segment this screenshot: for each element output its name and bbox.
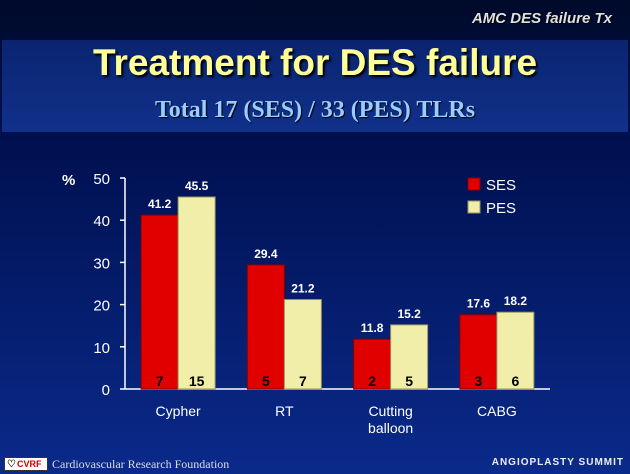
bar-pes	[496, 311, 535, 390]
bar-pes	[177, 196, 216, 390]
bar-count-label: 7	[299, 373, 307, 389]
bar-value-label: 11.8	[361, 321, 384, 335]
bar-value-label: 41.2	[148, 197, 172, 211]
logo-text: CVRF	[16, 459, 42, 469]
legend-swatch-pes	[467, 200, 481, 214]
bar-ses	[353, 338, 392, 390]
slide-subtitle: Total 17 (SES) / 33 (PES) TLRs	[154, 97, 476, 123]
y-tick-label: 50	[93, 171, 110, 188]
y-tick-label: 40	[93, 213, 110, 230]
y-tick-label: 0	[102, 382, 110, 399]
y-tick-label: 10	[93, 340, 110, 357]
bar-value-label: 17.6	[467, 297, 491, 311]
bar-pes	[390, 324, 429, 390]
slide-title: Treatment for DES failure	[92, 42, 538, 83]
footer-org: ♡ CVRF Cardiovascular Research Foundatio…	[4, 455, 229, 473]
x-tick-label: balloon	[368, 420, 413, 436]
title-band	[2, 40, 628, 132]
footer-summit: ANGIOPLASTY SUMMIT	[491, 457, 624, 468]
bar-value-label: 45.5	[185, 179, 209, 193]
bar-count-label: 2	[368, 373, 376, 389]
bar-ses	[246, 264, 285, 390]
footer-org-name: Cardiovascular Research Foundation	[52, 456, 230, 471]
y-tick-label: 30	[93, 255, 110, 272]
legend-swatch-ses	[467, 177, 481, 191]
corner-tag: AMC DES failure Tx	[471, 10, 612, 27]
bar-count-label: 5	[262, 373, 270, 389]
bar-pes	[283, 299, 322, 390]
y-tick-label: 20	[93, 298, 110, 315]
x-tick-label: CABG	[477, 403, 517, 419]
bar-count-label: 7	[156, 373, 164, 389]
bar-value-label: 21.2	[291, 282, 315, 296]
bar-count-label: 6	[511, 373, 519, 389]
bar-count-label: 3	[474, 373, 482, 389]
bar-ses	[140, 214, 179, 390]
legend-label-ses: SES	[486, 177, 516, 194]
x-tick-label: Cutting	[368, 403, 412, 419]
heart-icon: ♡	[7, 458, 16, 470]
y-axis-label: %	[62, 172, 75, 189]
x-tick-label: RT	[275, 403, 294, 419]
x-tick-label: Cypher	[156, 403, 201, 419]
cvrf-logo: ♡ CVRF	[4, 457, 48, 471]
bar-value-label: 15.2	[397, 307, 421, 321]
legend-label-pes: PES	[486, 200, 516, 217]
bar-ses	[459, 314, 498, 390]
bar-count-label: 5	[405, 373, 413, 389]
bar-value-label: 18.2	[504, 294, 528, 308]
bar-value-label: 29.4	[254, 247, 278, 261]
bar-count-label: 15	[189, 373, 205, 389]
